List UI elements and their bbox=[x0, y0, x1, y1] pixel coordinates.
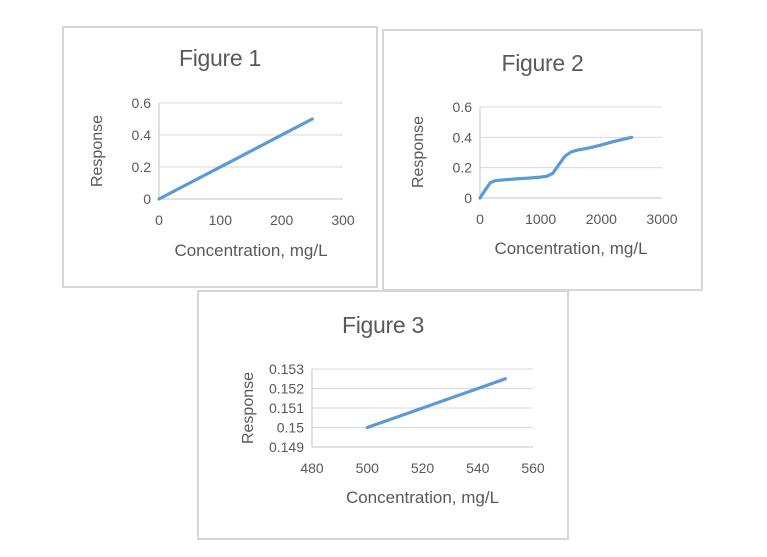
figure-2-plot-area: 0 0.2 0.4 0.6 0 1000 2000 3000 bbox=[453, 99, 678, 227]
figure-3-title: Figure 3 bbox=[342, 312, 424, 338]
x-tick-label: 480 bbox=[300, 460, 324, 476]
x-tick-label: 540 bbox=[466, 460, 490, 476]
figure-2-x-axis-title: Concentration, mg/L bbox=[494, 239, 648, 258]
x-tick-label: 2000 bbox=[586, 211, 617, 227]
y-tick-label: 0.4 bbox=[453, 129, 473, 145]
y-tick-label: 0.15 bbox=[277, 420, 304, 436]
x-tick-label: 0 bbox=[155, 212, 163, 228]
y-tick-label: 0.152 bbox=[269, 381, 304, 397]
y-tick-label: 0.4 bbox=[132, 127, 152, 143]
y-tick-label: 0.2 bbox=[453, 160, 473, 176]
x-tick-label: 560 bbox=[521, 460, 545, 476]
x-tick-label: 1000 bbox=[525, 211, 556, 227]
y-tick-label: 0.151 bbox=[269, 400, 304, 416]
x-tick-label: 520 bbox=[411, 460, 435, 476]
x-tick-label: 500 bbox=[356, 460, 380, 476]
x-tick-label: 300 bbox=[331, 212, 355, 228]
figure-1-x-axis-title: Concentration, mg/L bbox=[174, 241, 328, 260]
y-tick-label: 0.6 bbox=[132, 95, 152, 111]
figure-3-panel: Figure 3 Response 0.149 0.15 0.151 0.152 0.1… bbox=[197, 290, 569, 540]
y-tick-label: 0.149 bbox=[269, 439, 304, 455]
x-tick-label: 100 bbox=[209, 212, 233, 228]
series-line bbox=[157, 117, 314, 201]
x-tick-label: 0 bbox=[476, 211, 484, 227]
series-line bbox=[478, 135, 634, 200]
figure-1-title: Figure 1 bbox=[179, 45, 261, 71]
y-tick-label: 0.153 bbox=[269, 361, 304, 377]
series-line bbox=[365, 377, 507, 430]
figure-3-plot-area: 0.149 0.15 0.151 0.152 0.153 480 500 520 540 560 bbox=[269, 361, 545, 476]
figure-1-panel: Figure 1 Response 0 0.2 0.4 0.6 0 100 200 300 C… bbox=[62, 26, 378, 288]
figure-2-title: Figure 2 bbox=[501, 50, 584, 76]
y-tick-label: 0.6 bbox=[453, 99, 473, 115]
x-tick-label: 3000 bbox=[646, 211, 677, 227]
x-tick-label: 200 bbox=[270, 212, 294, 228]
y-tick-label: 0.2 bbox=[132, 159, 152, 175]
figure-2-panel: Figure 2 Response 0 0.2 0.4 0.6 0 1000 2000 300… bbox=[382, 29, 703, 291]
figure-1-plot-area: 0 0.2 0.4 0.6 0 100 200 300 bbox=[132, 95, 355, 228]
y-tick-label: 0 bbox=[143, 191, 151, 207]
figure-3-x-axis-title: Concentration, mg/L bbox=[345, 488, 500, 507]
y-tick-label: 0 bbox=[464, 190, 472, 206]
